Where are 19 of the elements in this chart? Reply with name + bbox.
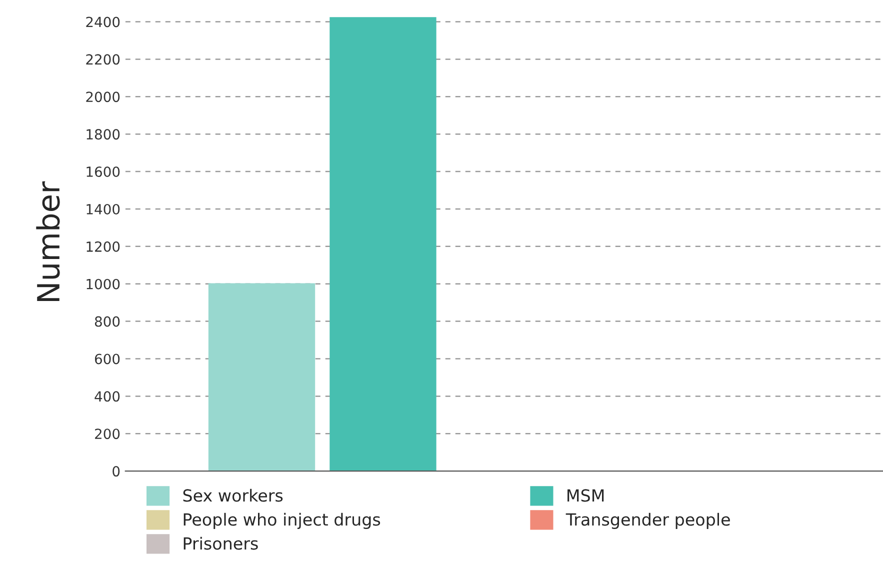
legend-label: Sex workers — [183, 488, 283, 502]
y-tick-label: 0 — [112, 466, 120, 477]
y-tick-label: 400 — [94, 391, 120, 402]
y-tick-label: 1600 — [86, 166, 120, 178]
y-tick-label: 1000 — [86, 278, 120, 290]
y-tick-label: 2400 — [86, 16, 120, 28]
legend-label: MSM — [568, 489, 604, 502]
y-tick-label: 1400 — [86, 204, 120, 214]
y-tick-label: 2200 — [86, 54, 120, 65]
y-axis-title: Number — [36, 181, 60, 302]
y-tick-label: 200 — [95, 428, 120, 440]
legend-label: Prisoners — [184, 536, 258, 550]
legend-label: People who inject drugs — [184, 512, 380, 530]
legend-label: Transgender people — [566, 512, 730, 530]
y-tick-label: 2000 — [86, 92, 120, 102]
y-tick-label: 1800 — [86, 129, 120, 140]
y-tick-label: 800 — [94, 316, 120, 327]
y-tick-label: 1200 — [86, 241, 120, 252]
y-tick-label: 600 — [94, 354, 120, 364]
